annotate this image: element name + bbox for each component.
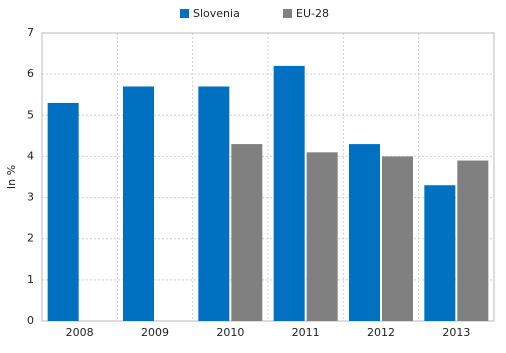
bar xyxy=(198,86,230,321)
x-tick-label: 2011 xyxy=(292,326,320,339)
legend-label: Slovenia xyxy=(193,7,240,20)
x-tick-label: 2013 xyxy=(442,326,470,339)
legend-label: EU-28 xyxy=(296,7,329,20)
y-tick-label: 6 xyxy=(27,67,34,80)
x-tick-label: 2008 xyxy=(66,326,94,339)
plot-border xyxy=(41,32,495,322)
y-tick-label: 2 xyxy=(27,232,34,245)
y-tick-label: 5 xyxy=(27,108,34,121)
bar xyxy=(382,156,413,321)
bar xyxy=(273,65,305,322)
y-tick-label: 4 xyxy=(27,149,34,162)
y-tick-label: 7 xyxy=(27,26,34,39)
legend-swatch xyxy=(283,9,292,18)
y-tick-label: 1 xyxy=(27,273,34,286)
bar xyxy=(457,160,489,321)
bar xyxy=(231,144,263,321)
bar xyxy=(306,152,338,321)
x-tick-label: 2012 xyxy=(367,326,395,339)
legend-swatch xyxy=(180,9,189,18)
bar xyxy=(349,144,380,321)
bar xyxy=(424,185,456,321)
bar xyxy=(123,86,154,321)
x-tick-label: 2009 xyxy=(141,326,169,339)
y-axis-label: In % xyxy=(5,165,18,189)
y-tick-label: 0 xyxy=(27,314,34,327)
x-tick-label: 2010 xyxy=(216,326,244,339)
bar xyxy=(47,102,79,321)
y-tick-label: 3 xyxy=(27,191,34,204)
